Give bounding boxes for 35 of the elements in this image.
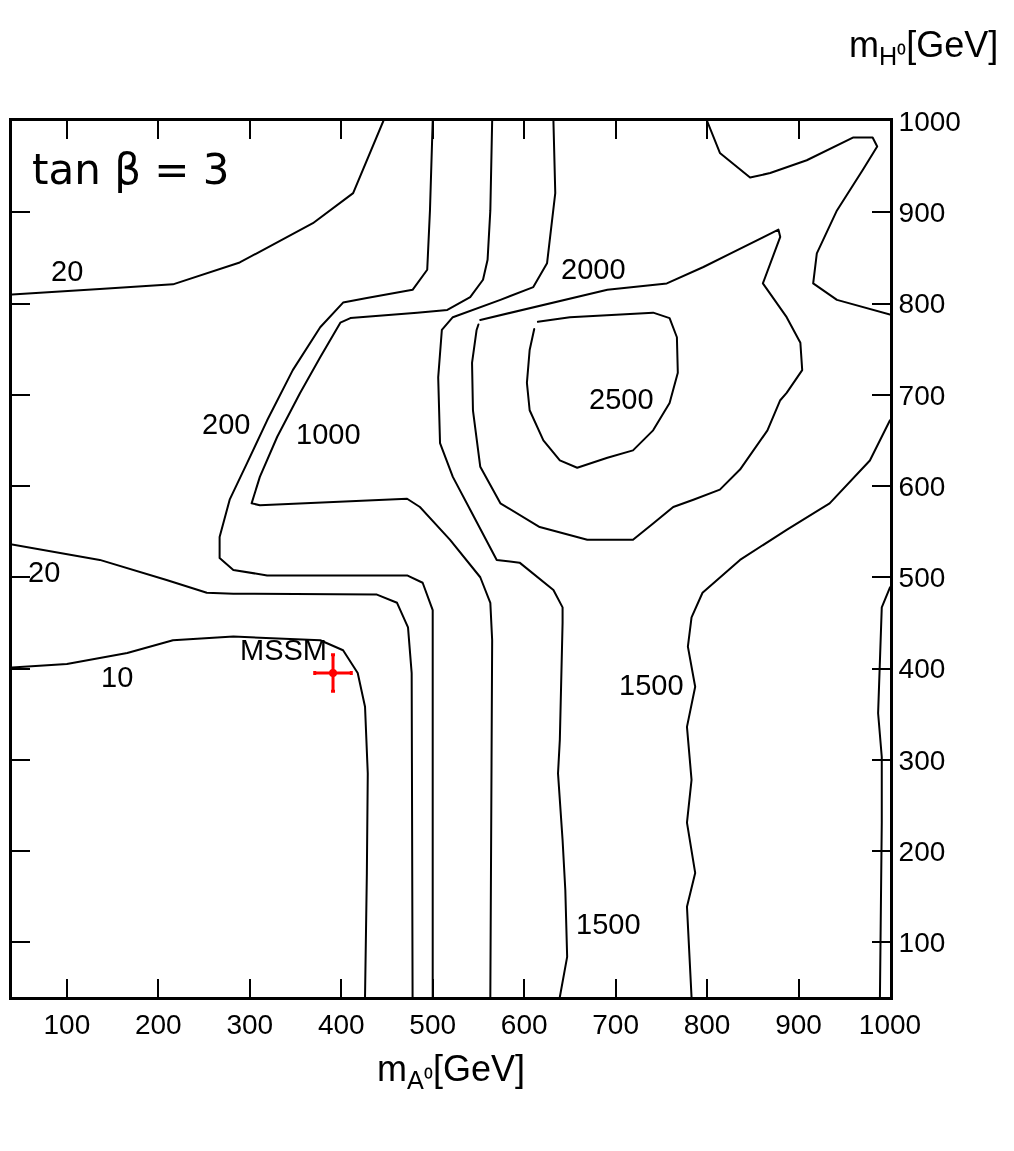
x-tick-label: 200: [134, 1008, 182, 1040]
annotation: 2000: [561, 253, 626, 285]
line-series: [525, 311, 679, 469]
y-tick-label: 600: [898, 470, 946, 502]
annotation: 20: [51, 255, 84, 287]
annotation: 10: [101, 661, 134, 693]
y-axis-title: m$_{H⁰}$[GeV]: [849, 24, 999, 70]
annotation: 1500: [619, 669, 684, 701]
y-tick-label: 400: [898, 653, 946, 685]
x-tick-label: 900: [775, 1008, 822, 1040]
x-tick-label: 1000: [858, 1008, 922, 1040]
annotation: 2500: [589, 383, 654, 415]
x-tick-label: 100: [43, 1008, 91, 1040]
x-axis-title: m$_{A⁰}$[GeV]: [377, 1048, 525, 1094]
x-tick-label: 400: [317, 1008, 365, 1040]
annotation: 1000: [296, 418, 361, 450]
y-tick-label: 100: [898, 927, 946, 959]
line-series: [471, 228, 804, 541]
y-tick-label: 1000: [898, 105, 961, 137]
y-tick-label: 200: [898, 835, 946, 867]
y-tick-label: 900: [898, 197, 946, 229]
series-label: MSSM: [240, 633, 328, 666]
y-tick-label: 800: [898, 288, 946, 320]
x-tick-label: 700: [592, 1008, 639, 1040]
x-tick-label: 600: [500, 1008, 548, 1040]
annotation: 20: [28, 556, 61, 588]
annotation: 200: [202, 408, 251, 440]
y-tick-label: 300: [898, 744, 946, 776]
annotation: tan β = 3: [32, 145, 230, 194]
annotation: 1500: [576, 908, 641, 940]
y-tick-label: 500: [898, 562, 946, 594]
x-tick-label: 300: [226, 1008, 274, 1040]
x-tick-label: 800: [683, 1008, 731, 1040]
x-tick-label: 500: [409, 1008, 457, 1040]
y-tick-label: 700: [898, 379, 946, 411]
